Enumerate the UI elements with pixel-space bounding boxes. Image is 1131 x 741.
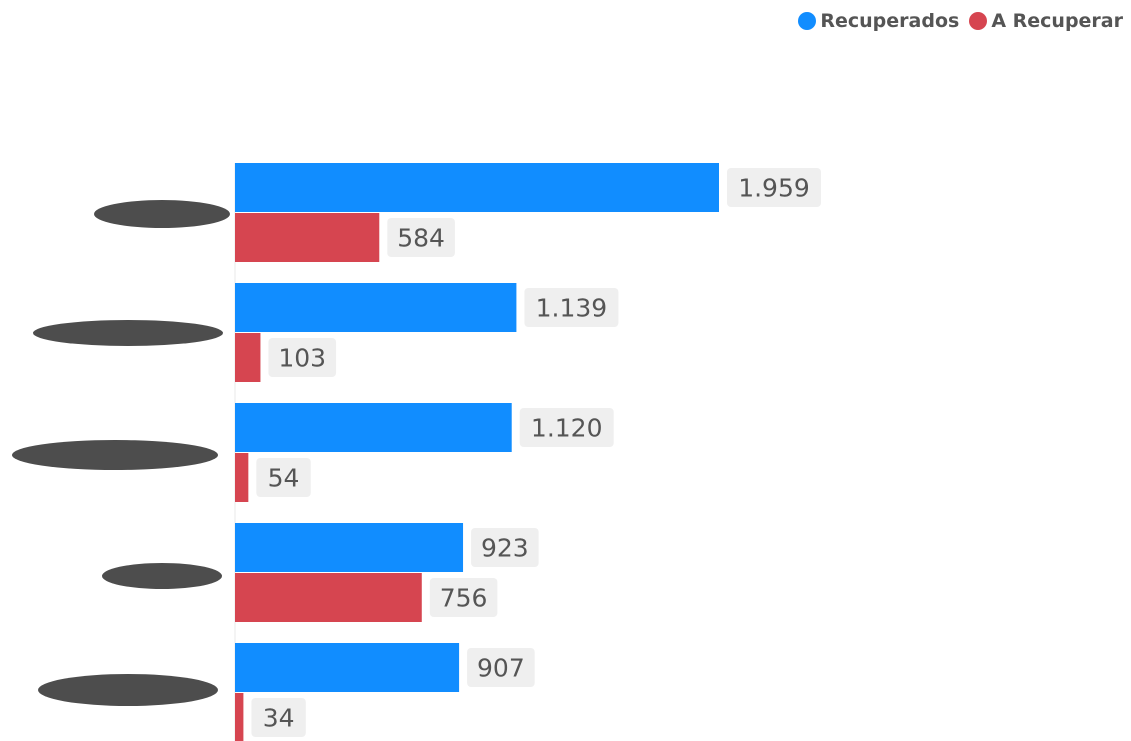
data-label-recuperados: 907 (477, 654, 525, 683)
redacted-category-label (33, 320, 223, 346)
data-label-recuperados: 1.139 (536, 294, 608, 323)
legend-item-a-recuperar[interactable]: A Recuperar (969, 10, 1123, 32)
legend-item-recuperados[interactable]: Recuperados (798, 10, 959, 32)
bar-a-recuperar[interactable] (235, 453, 249, 502)
bar-recuperados[interactable] (235, 403, 512, 452)
data-label-background (429, 578, 498, 617)
bar-a-recuperar[interactable] (235, 213, 380, 262)
data-label-a-recuperar: 34 (263, 704, 295, 733)
legend-label-recuperados: Recuperados (820, 10, 960, 32)
bar-recuperados[interactable] (235, 523, 464, 572)
data-label-background (251, 698, 306, 737)
bar-recuperados[interactable] (235, 283, 517, 332)
data-label-background (256, 458, 311, 497)
redacted-category-label (12, 440, 218, 470)
data-label-recuperados: 1.120 (531, 414, 603, 443)
bar-recuperados[interactable] (235, 643, 460, 692)
data-label-background (387, 218, 455, 257)
bar-a-recuperar[interactable] (235, 573, 422, 622)
data-label-background (524, 288, 619, 327)
data-label-a-recuperar: 756 (440, 584, 488, 613)
data-label-background (727, 168, 821, 207)
data-label-background (467, 648, 535, 687)
legend-swatch-a-recuperar (969, 12, 988, 30)
data-label-background (471, 528, 539, 567)
data-label-background (268, 338, 337, 377)
data-label-a-recuperar: 54 (268, 464, 300, 493)
data-label-a-recuperar: 584 (397, 224, 445, 253)
legend-label-a-recuperar: A Recuperar (991, 10, 1123, 32)
bar-recuperados[interactable] (235, 163, 719, 212)
data-label-background (519, 408, 614, 447)
legend-swatch-recuperados (798, 12, 817, 30)
bar-a-recuperar[interactable] (235, 333, 261, 382)
redacted-category-label (102, 563, 222, 589)
data-label-recuperados: 923 (481, 534, 529, 563)
data-label-recuperados: 1.959 (738, 174, 810, 203)
bar-a-recuperar[interactable] (235, 693, 244, 741)
chart-legend: Recuperados A Recuperar (798, 10, 1123, 32)
redacted-category-label (94, 200, 230, 228)
data-label-a-recuperar: 103 (278, 344, 326, 373)
redacted-category-label (38, 674, 218, 706)
